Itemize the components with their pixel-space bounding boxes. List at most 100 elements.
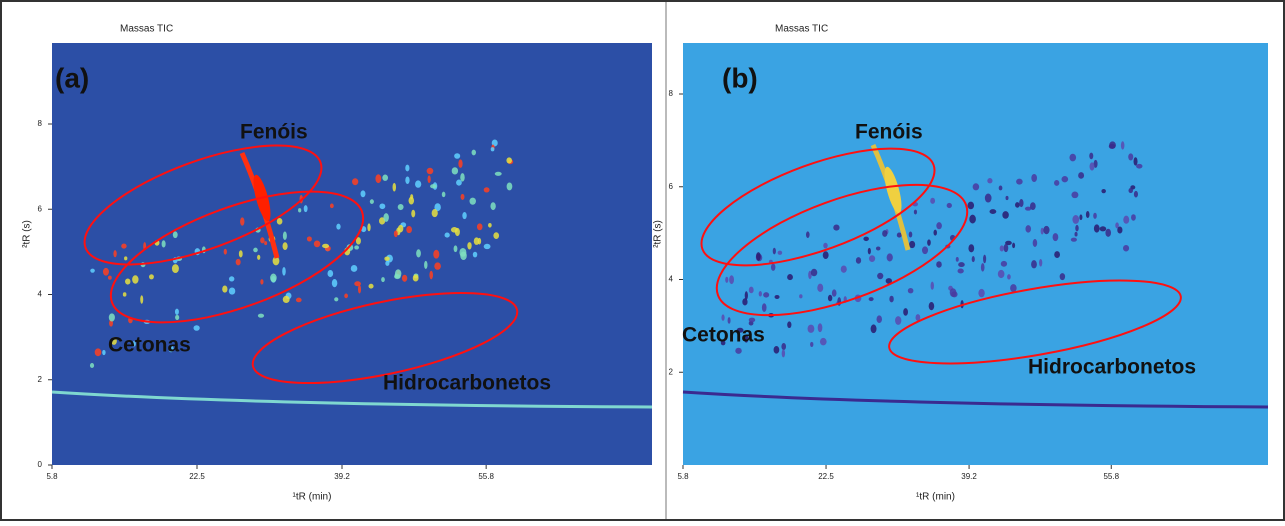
spot: [379, 203, 386, 210]
spot: [972, 183, 980, 191]
spot: [1005, 195, 1009, 201]
spot: [313, 240, 321, 248]
spot: [1025, 225, 1032, 233]
spot: [408, 196, 415, 205]
spot: [1007, 274, 1011, 280]
spot: [429, 270, 434, 280]
highlight-ellipse: [700, 147, 936, 267]
spot: [1032, 239, 1038, 247]
spot: [433, 249, 440, 259]
spot: [322, 243, 330, 249]
spot: [282, 266, 286, 276]
spot: [1002, 211, 1009, 219]
spot: [1136, 163, 1143, 169]
spot: [833, 224, 840, 231]
spot: [270, 273, 277, 283]
x-tick-label: 39.2: [961, 472, 977, 481]
spot: [889, 295, 894, 303]
spot: [736, 327, 744, 333]
panel-label: (b): [722, 62, 758, 93]
x-tick-label: 22.5: [189, 472, 205, 481]
spot: [1128, 153, 1134, 161]
spot: [490, 147, 495, 152]
spot: [908, 231, 913, 238]
spot: [772, 247, 776, 255]
spot: [223, 248, 227, 255]
spot: [264, 241, 268, 246]
spot: [385, 260, 390, 266]
spot: [748, 317, 756, 323]
spot: [1079, 214, 1083, 221]
spot: [983, 254, 987, 264]
spot: [240, 217, 245, 226]
spot: [1133, 190, 1138, 198]
spot: [823, 242, 828, 249]
spot: [222, 285, 228, 293]
spot: [368, 283, 374, 289]
spot: [885, 278, 893, 284]
spot: [384, 256, 390, 261]
spot: [968, 244, 975, 253]
spot: [174, 308, 179, 315]
spot: [989, 209, 997, 214]
spot: [758, 291, 762, 297]
spot: [770, 263, 776, 271]
spot: [488, 223, 492, 228]
spot: [460, 173, 465, 182]
y-tick-label: 4: [669, 275, 674, 284]
spot: [454, 153, 461, 159]
spot: [168, 344, 174, 353]
spot: [930, 197, 936, 204]
spot: [936, 261, 942, 268]
spot: [971, 256, 975, 263]
spot: [875, 246, 881, 251]
spot: [1040, 227, 1044, 235]
spot: [350, 265, 358, 272]
spot: [354, 245, 360, 250]
spot: [1085, 211, 1090, 219]
spot: [1019, 199, 1024, 208]
spot: [453, 245, 458, 253]
spot: [1128, 188, 1134, 194]
spot: [102, 349, 106, 356]
spot: [1010, 284, 1017, 293]
spot: [90, 268, 95, 273]
spot: [431, 209, 438, 218]
spot: [282, 231, 287, 240]
spot: [171, 264, 179, 274]
x-tick-label: 22.5: [818, 472, 834, 481]
spot: [1059, 273, 1066, 281]
spot: [369, 199, 374, 204]
spot: [458, 159, 463, 168]
y-tick-label: 2: [38, 375, 43, 384]
spot: [331, 278, 338, 288]
spot: [434, 262, 441, 270]
spot: [877, 272, 884, 280]
spot: [1089, 162, 1095, 171]
spot: [397, 224, 404, 233]
spot: [375, 174, 382, 184]
spot: [1012, 242, 1016, 249]
spot: [909, 240, 916, 249]
spot: [426, 167, 434, 175]
spot: [473, 237, 480, 245]
y-tick-label: 4: [38, 290, 43, 299]
spot: [412, 274, 419, 282]
spot: [450, 227, 458, 233]
spot: [357, 284, 362, 294]
spot: [921, 246, 929, 255]
spot: [805, 231, 810, 238]
spot: [260, 279, 264, 285]
spot: [459, 248, 467, 257]
spot: [125, 278, 131, 285]
spot: [1123, 244, 1130, 252]
spot: [1093, 159, 1098, 168]
spot: [406, 225, 413, 234]
spot: [1043, 225, 1050, 235]
spot: [725, 276, 729, 283]
spot: [744, 335, 749, 343]
spot: [810, 268, 818, 277]
chart-title: Massas TIC: [775, 24, 828, 35]
spot: [441, 191, 446, 198]
spot: [257, 254, 261, 260]
